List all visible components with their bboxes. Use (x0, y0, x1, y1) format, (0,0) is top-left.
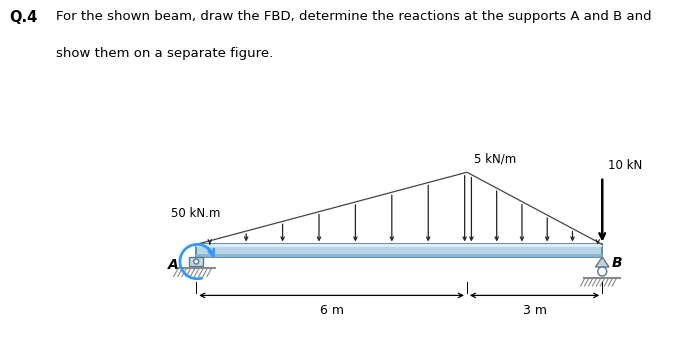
Text: 5 kN/m: 5 kN/m (474, 152, 516, 166)
Circle shape (598, 267, 607, 276)
Polygon shape (196, 244, 602, 247)
Polygon shape (196, 254, 602, 257)
Text: For the shown beam, draw the FBD, determine the reactions at the supports A and : For the shown beam, draw the FBD, determ… (56, 10, 652, 23)
Text: 50 kN.m: 50 kN.m (172, 207, 220, 220)
Bar (189, 257, 204, 266)
Text: A: A (168, 258, 179, 272)
Text: 10 kN: 10 kN (608, 159, 642, 172)
Text: Q.4: Q.4 (9, 10, 37, 25)
Polygon shape (596, 257, 609, 267)
Text: 6 m: 6 m (320, 304, 344, 316)
Text: show them on a separate figure.: show them on a separate figure. (56, 47, 273, 60)
Polygon shape (196, 244, 602, 257)
Circle shape (194, 259, 199, 264)
Text: 3 m: 3 m (523, 304, 547, 316)
Text: B: B (611, 256, 622, 270)
